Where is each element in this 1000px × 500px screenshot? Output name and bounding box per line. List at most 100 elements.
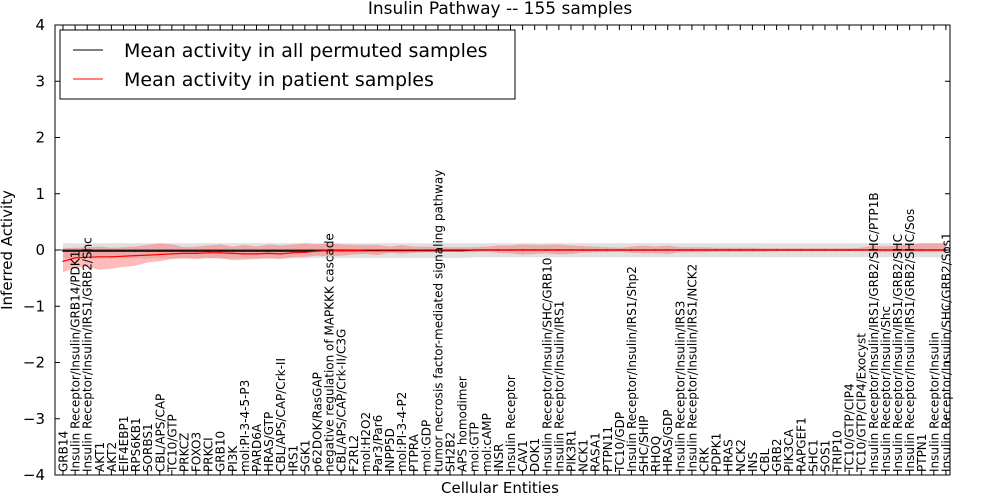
x-tick-label: GRB10: [214, 431, 228, 472]
point-permuted-6: [134, 250, 137, 252]
point-patient-7: [147, 254, 149, 256]
y-tick-label: 4: [35, 16, 45, 34]
point-patient-23: [340, 249, 342, 252]
x-tick-label: TC10/GTP: [165, 414, 179, 473]
point-patient-68: [884, 249, 887, 251]
point-patient-12: [207, 252, 209, 254]
series-line-patient: [62, 249, 946, 262]
y-tick-label: 0: [35, 241, 45, 259]
x-tick-label: SHC1: [806, 439, 820, 472]
point-permuted-10: [183, 250, 185, 252]
y-tick-label: −2: [23, 354, 45, 372]
point-permuted-4: [110, 250, 113, 252]
point-patient-22: [328, 249, 330, 252]
point-patient-61: [800, 249, 802, 251]
point-patient-34: [473, 249, 475, 251]
x-tick-label: SOS1: [819, 440, 833, 472]
x-tick-label: CRK: [698, 446, 712, 472]
x-tick-label: mol:H2O2: [359, 412, 373, 472]
y-tick-label: 2: [35, 129, 45, 147]
point-permuted-18: [280, 250, 282, 252]
y-tick-label: −1: [23, 297, 45, 315]
x-tick-label: TRIP10: [831, 430, 845, 473]
point-permuted-0: [62, 250, 64, 252]
point-patient-53: [703, 249, 705, 251]
x-tick-label: Insulin Receptor/Insulin/GRB14/PDK1: [69, 251, 83, 472]
point-patient-9: [171, 253, 173, 255]
point-patient-44: [594, 249, 596, 251]
point-patient-59: [775, 249, 778, 251]
point-patient-64: [836, 249, 838, 251]
x-axis-label: Cellular Entities: [441, 479, 559, 497]
x-tick-label: PDPK1: [710, 433, 724, 472]
point-patient-36: [497, 249, 500, 251]
point-patient-51: [679, 249, 681, 251]
point-patient-47: [630, 249, 633, 251]
point-patient-8: [159, 253, 161, 256]
point-patient-40: [546, 249, 548, 251]
point-permuted-1: [74, 250, 76, 252]
x-tick-label: PIK3R1: [565, 430, 579, 472]
x-tick-label: mol:PI-3-4-P2: [395, 392, 409, 472]
x-tick-label: AKT1: [93, 442, 107, 472]
x-tick-label: tumor necrosis factor-mediated signaling…: [431, 170, 445, 472]
point-patient-66: [860, 249, 862, 251]
x-tick-label: SHC/SHIP: [637, 416, 651, 472]
point-permuted-9: [171, 250, 173, 252]
point-patient-69: [896, 249, 899, 251]
point-patient-58: [763, 249, 766, 251]
x-tick-label: Insulin Receptor/Insulin/IRS1/GRB2/Shc: [81, 237, 95, 472]
x-tick-label: mol:cAMP: [480, 413, 494, 472]
x-tick-label: Insulin Receptor/Insulin/Shc: [879, 306, 893, 472]
point-patient-50: [667, 249, 669, 251]
point-permuted-11: [195, 250, 197, 252]
point-patient-41: [558, 249, 560, 251]
point-patient-18: [280, 253, 282, 255]
point-patient-0: [62, 260, 64, 262]
x-tick-label: PRKCZ: [177, 433, 191, 472]
x-tick-label: TC10/GTP/CIP4: [843, 383, 857, 473]
point-permuted-19: [292, 250, 294, 252]
x-tick-label: CBL/APS/CAP/Crk-II/C3G: [335, 329, 349, 472]
x-tick-label: Insulin Receptor: [504, 375, 518, 472]
point-patient-11: [195, 252, 197, 255]
y-axis-label: Inferred Activity: [0, 190, 16, 310]
point-patient-43: [582, 249, 584, 251]
x-tick-label: RAPGEF1: [794, 417, 808, 472]
x-tick-label: mol:GTP: [468, 422, 482, 472]
x-tick-label: HRAS: [722, 439, 736, 472]
point-permuted-7: [147, 250, 149, 252]
point-patient-2: [86, 256, 88, 258]
x-tick-label: PTPN1: [915, 434, 929, 472]
x-tick-label: SH2B2: [444, 432, 458, 472]
point-patient-26: [376, 249, 379, 251]
point-patient-39: [534, 249, 536, 251]
x-tick-label: Insulin Receptor/Insulin/IRS1: [552, 301, 566, 472]
x-tick-label: INPP5D: [383, 428, 397, 472]
x-tick-label: CBL/APS/CAP: [153, 394, 167, 472]
x-tick-label: Insulin Receptor/Insulin/IRS1/Shp2: [625, 266, 639, 472]
x-tick-label: FOXO3: [190, 432, 204, 472]
y-tick-label: 3: [35, 72, 45, 90]
x-tick-label: Insulin Receptor/Insulin/IRS1/GRB2/SHC/P…: [867, 192, 881, 472]
point-patient-1: [74, 257, 76, 259]
point-permuted-20: [304, 250, 306, 252]
x-tick-label: PTPN11: [601, 426, 615, 472]
point-patient-13: [219, 252, 221, 254]
point-patient-46: [618, 249, 621, 251]
x-tick-label: INS: [746, 452, 760, 472]
point-patient-10: [183, 252, 185, 255]
point-patient-60: [788, 249, 790, 251]
point-patient-52: [691, 249, 693, 251]
point-patient-16: [255, 253, 258, 255]
point-permuted-16: [255, 250, 258, 252]
point-patient-54: [715, 249, 717, 251]
point-permuted-5: [122, 250, 125, 252]
point-patient-45: [606, 249, 608, 251]
point-patient-32: [449, 249, 451, 251]
x-tick-label: SORBS1: [141, 423, 155, 472]
point-patient-3: [98, 256, 101, 258]
point-patient-42: [570, 249, 572, 251]
x-tick-label: Insulin Receptor/Insulin/IRS3: [673, 301, 687, 472]
x-tick-label: Insulin Receptor/Insulin/IRS1/GRB2/SHC/S…: [903, 209, 917, 472]
